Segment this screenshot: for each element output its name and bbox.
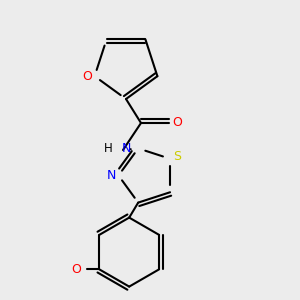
Text: N: N bbox=[106, 169, 116, 182]
Text: O: O bbox=[172, 116, 182, 130]
Text: O: O bbox=[82, 70, 92, 83]
Text: H: H bbox=[104, 142, 112, 155]
Text: N: N bbox=[122, 142, 131, 155]
Text: S: S bbox=[174, 150, 182, 163]
Text: O: O bbox=[71, 263, 81, 276]
